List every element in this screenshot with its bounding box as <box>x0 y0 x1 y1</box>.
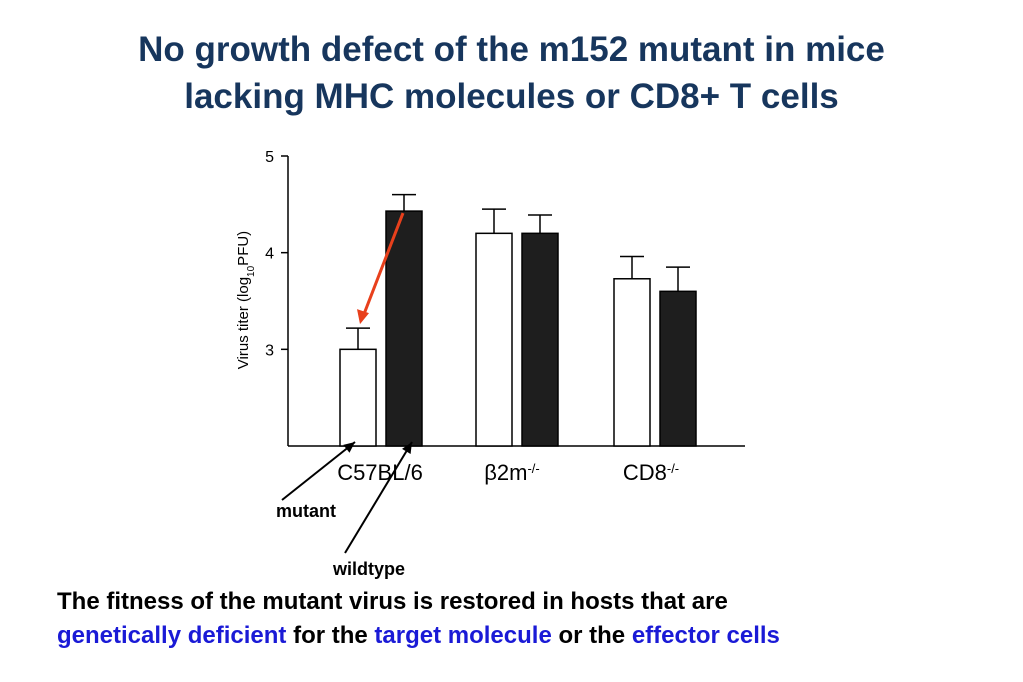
x-category-label-text: β2m <box>484 460 527 485</box>
wildtype-pointer-arrow-head <box>402 442 412 455</box>
y-tick-label: 5 <box>265 149 274 166</box>
y-axis-label: Virus titer (log10PFU) <box>235 231 257 369</box>
bar-mutant-1 <box>475 232 513 447</box>
wildtype-annotation-label: wildtype <box>332 559 405 579</box>
x-category-label: CD8-/- <box>623 460 679 485</box>
bar-wildtype-2 <box>659 290 697 447</box>
wildtype-pointer-arrow-line <box>344 441 413 554</box>
highlight-arrow-line <box>362 212 405 315</box>
caption: The fitness of the mutant virus is resto… <box>57 585 780 653</box>
bar-wildtype-0 <box>385 210 423 447</box>
bar-mutant-0 <box>339 348 377 447</box>
y-tick-label: 4 <box>265 246 274 263</box>
y-axis-label-subscript: 10 <box>246 265 257 277</box>
title-line-2: lacking MHC molecules or CD8+ T cells <box>184 77 839 116</box>
x-category-label-superscript: -/- <box>527 461 539 476</box>
title-line-1: No growth defect of the m152 mutant in m… <box>138 30 885 69</box>
bar-mutant-2 <box>613 278 651 447</box>
caption-highlight-effector-cells: effector cells <box>631 622 780 649</box>
x-category-label-superscript: -/- <box>667 461 679 476</box>
highlight-arrow-head <box>357 309 369 325</box>
mutant-annotation-label: mutant <box>276 501 336 521</box>
y-axis-label-main: Virus titer (log <box>235 277 252 369</box>
mutant-pointer-arrow-line <box>281 441 356 501</box>
x-category-label-text: CD8 <box>623 460 667 485</box>
y-axis-label-unit: PFU) <box>235 231 252 266</box>
slide-title: No growth defect of the m152 mutant in m… <box>0 26 1023 120</box>
caption-line-1: The fitness of the mutant virus is resto… <box>57 588 728 615</box>
x-category-label: C57BL/6 <box>337 460 423 485</box>
caption-text-for-the: for the <box>286 622 375 649</box>
bar-wildtype-1 <box>521 232 559 447</box>
x-category-label-text: C57BL/6 <box>337 460 423 485</box>
mutant-pointer-arrow-head <box>343 442 355 453</box>
caption-highlight-genetically-deficient: genetically deficient <box>57 622 287 649</box>
y-tick-label: 3 <box>265 342 274 359</box>
caption-highlight-target-molecule: target molecule <box>374 622 552 649</box>
caption-text-or-the: or the <box>551 622 632 649</box>
caption-line-2: genetically deficient for the target mol… <box>57 619 780 653</box>
x-category-label: β2m-/- <box>484 460 540 485</box>
